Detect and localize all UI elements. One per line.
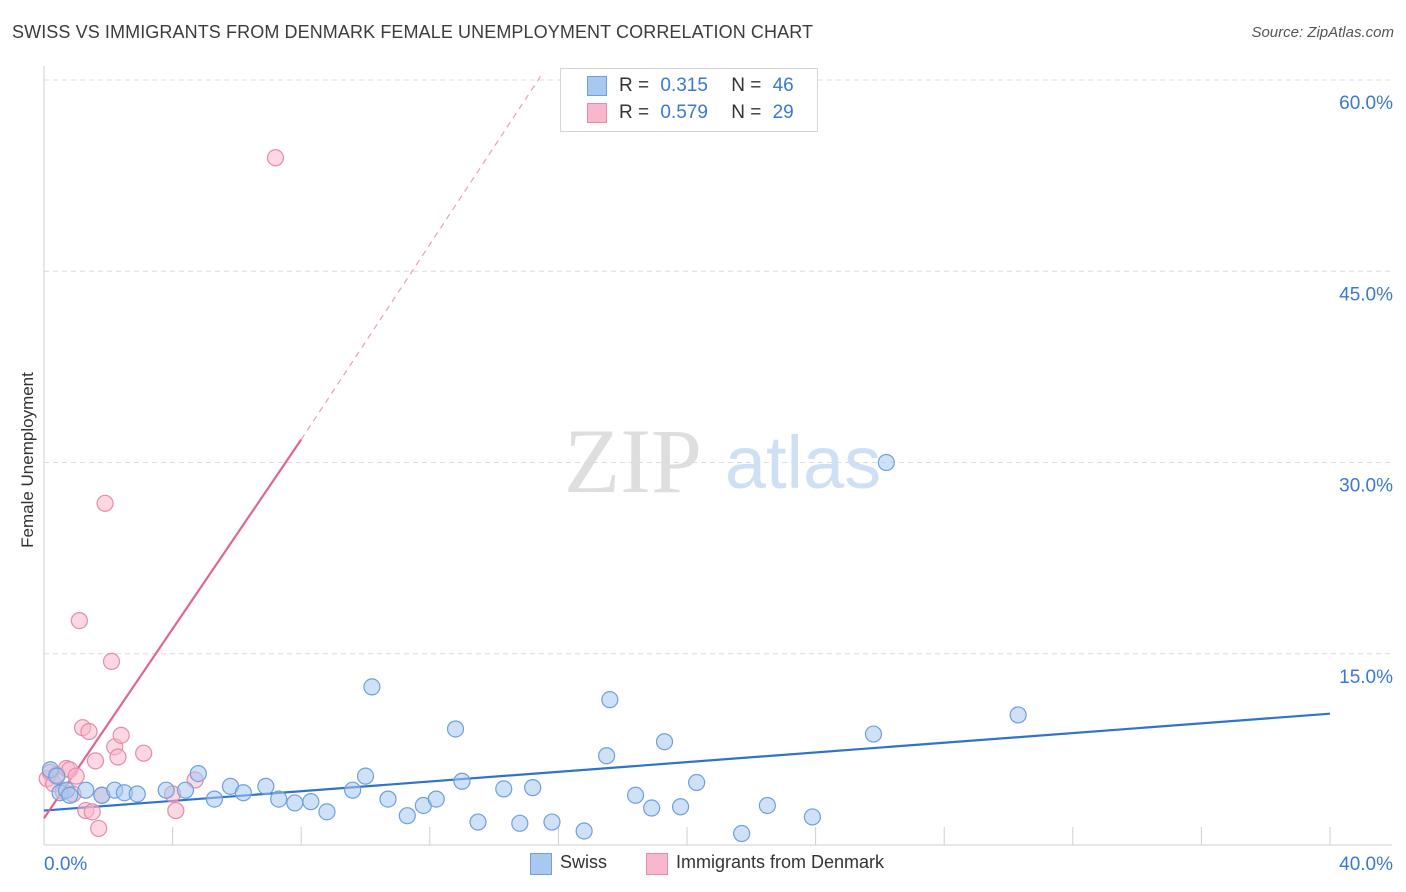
swiss-point [575,822,593,840]
swiss-point [157,781,175,799]
source-label: Source: ZipAtlas.com [1251,24,1394,41]
swiss-point [318,803,336,821]
swiss-point [733,824,751,843]
y-tick-label: 15.0% [1339,667,1393,688]
denmark-point [80,722,98,741]
denmark-r-label: R = [619,102,650,123]
swiss-point [469,813,487,831]
swiss-point [688,773,706,792]
swiss-point [543,813,561,831]
watermark-zip: ZIP [564,410,702,512]
swiss-legend-label: Swiss [560,852,608,872]
swiss-point [598,747,616,765]
swiss-point [511,814,529,832]
denmark-point [102,652,121,671]
denmark-point [90,819,108,838]
swiss-point [446,720,465,738]
swiss-point [643,799,661,817]
x-tick-label: 40.0% [1339,854,1393,875]
swiss-point [398,807,416,825]
swiss-r-label: R = [619,75,650,96]
denmark-point [266,149,285,167]
swiss-point [234,784,252,802]
swiss-point [257,777,275,795]
swiss-point [601,691,619,709]
swiss-point [495,780,513,798]
swiss-point [427,790,445,808]
swiss-point [453,772,471,790]
denmark-point [135,744,153,762]
swiss-point [379,790,397,808]
swiss-point [302,793,320,811]
swiss-point [671,798,690,816]
y-tick-label: 30.0% [1339,476,1393,497]
swiss-point [655,733,674,751]
swiss-point [128,785,146,803]
swiss-point [189,764,207,783]
swiss-point [363,678,381,696]
swiss-point [205,790,223,808]
denmark-swatch [587,103,607,123]
swiss-n-value: 46 [772,75,794,96]
swiss-point [61,786,79,804]
axis-layer: 15.0% 30.0% 45.0% 60.0% 0.0% 40.0% [43,66,1393,875]
watermark-atlas: atlas [725,421,881,504]
y-tick-label: 60.0% [1339,93,1393,114]
y-axis-label: Female Unemployment [18,372,37,548]
swiss-point [864,725,883,743]
swiss-point [626,786,645,804]
swiss-point [877,453,895,472]
watermark: ZIP atlas [564,410,881,512]
swiss-legend-swatch [530,853,552,875]
swiss-point [176,781,195,799]
denmark-legend-label: Immigrants from Denmark [676,852,885,872]
denmark-point [112,726,130,744]
denmark-point [86,752,105,770]
swiss-point [270,790,288,808]
swiss-point [803,808,821,826]
denmark-point [83,803,101,821]
swiss-point [758,796,776,815]
chart-title: SWISS VS IMMIGRANTS FROM DENMARK FEMALE … [12,22,814,42]
swiss-point [48,767,66,785]
denmark-trend-line [43,438,303,819]
swiss-n-label: N = [731,75,762,96]
swiss-point [77,781,95,799]
denmark-n-value: 29 [772,102,794,123]
stats-legend: R = 0.315 N = 46 R = 0.579 N = 29 [560,68,818,132]
points-layer [38,149,1027,843]
denmark-n-label: N = [731,102,762,123]
swiss-point [1009,706,1027,724]
y-tick-label: 45.0% [1339,284,1393,305]
swiss-point [344,781,362,799]
denmark-point [70,611,88,630]
swiss-trend-line [43,712,1331,812]
grid-layer [44,79,1392,655]
denmark-r-value: 0.579 [660,102,708,123]
swiss-r-value: 0.315 [660,75,708,96]
denmark-trend-extension [300,73,543,440]
denmark-point [109,748,127,766]
swiss-point [286,794,304,812]
denmark-point [167,801,185,820]
denmark-legend-swatch [646,853,668,875]
denmark-point [96,494,114,512]
denmark-point [67,767,85,785]
swiss-swatch [587,76,607,96]
swiss-point [356,767,375,785]
x-tick-label: 0.0% [44,854,87,875]
trend-layer [43,73,1331,819]
swiss-point [524,779,542,797]
